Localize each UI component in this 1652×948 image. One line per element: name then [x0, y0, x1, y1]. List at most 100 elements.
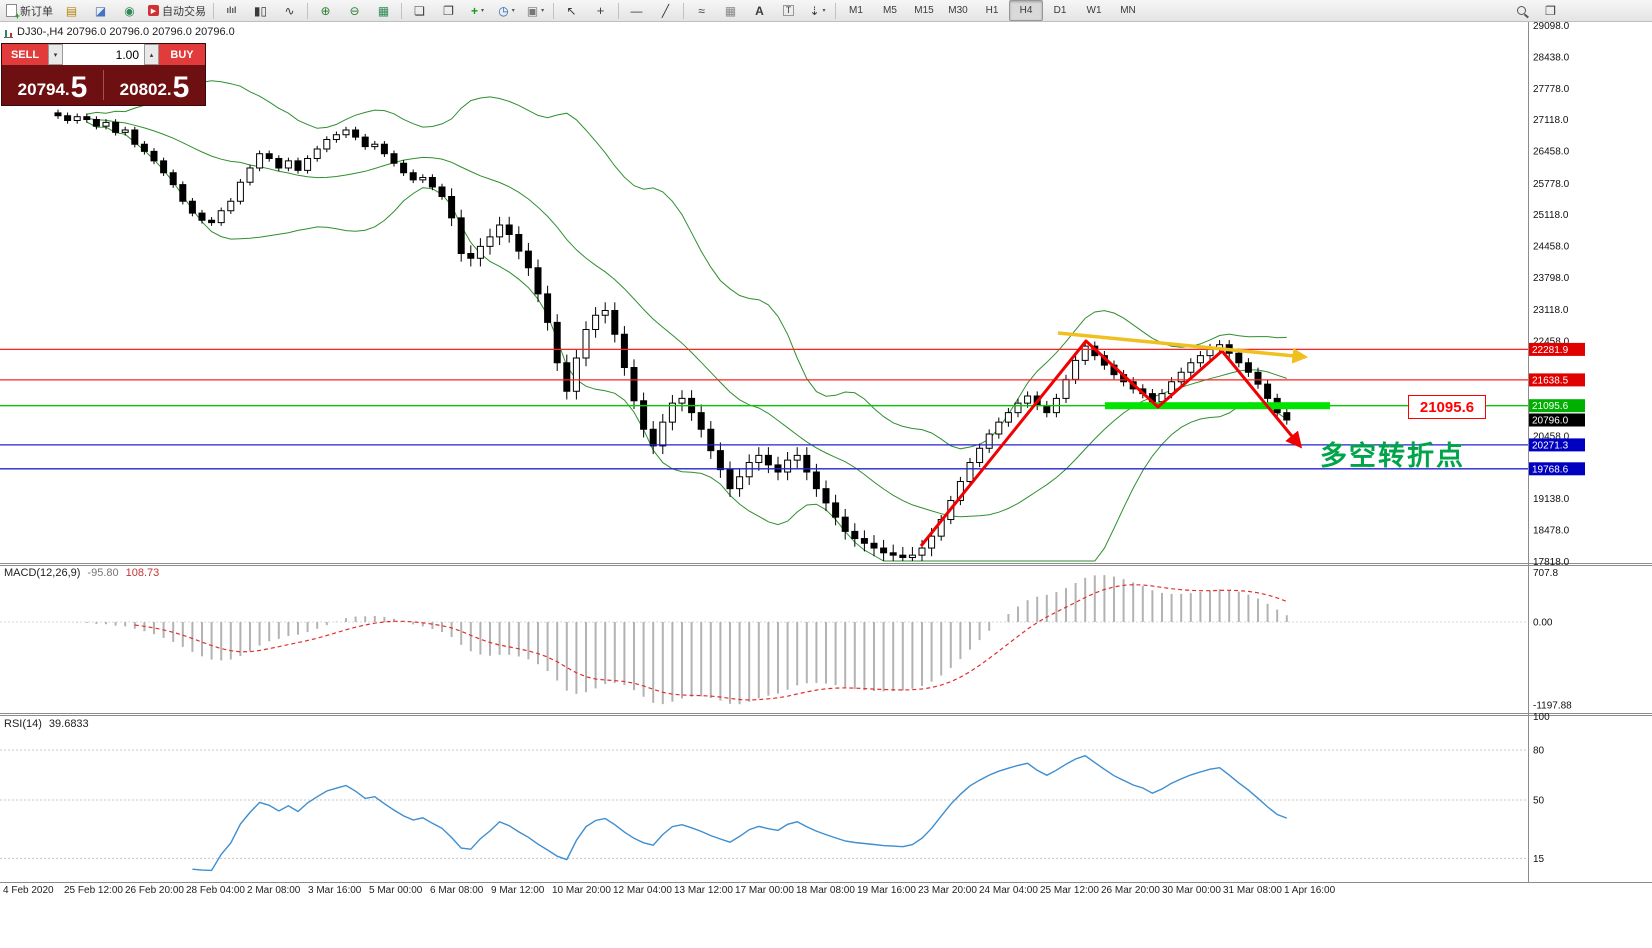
- timeframe-button-m1[interactable]: M1: [849, 5, 863, 16]
- buy-price-main: 20802.: [119, 80, 172, 99]
- timeframe-button-d1[interactable]: D1: [1053, 5, 1067, 16]
- horizontal-level-lines[interactable]: [0, 348, 1528, 470]
- chevron-down-icon: ▾: [822, 8, 826, 14]
- svg-text:28438.0: 28438.0: [1533, 52, 1570, 63]
- text-tool-button[interactable]: A: [745, 0, 774, 21]
- svg-text:5 Mar 00:00: 5 Mar 00:00: [369, 885, 423, 896]
- cursor-button[interactable]: ↖: [557, 0, 586, 21]
- svg-text:18478.0: 18478.0: [1533, 526, 1570, 537]
- label-tool-button[interactable]: T: [774, 0, 803, 21]
- templates-button[interactable]: ▣ ▾: [521, 0, 550, 21]
- periods-button[interactable]: ◷ ▾: [492, 0, 521, 21]
- timeframe-button-m15[interactable]: M15: [914, 5, 934, 16]
- arrows-tool-button[interactable]: ⇣ ▾: [803, 0, 832, 21]
- sell-price[interactable]: 20794. 5: [2, 65, 103, 105]
- navigator-button[interactable]: ◉: [115, 0, 144, 21]
- buy-button[interactable]: BUY: [159, 44, 205, 65]
- candlestick-chart-button[interactable]: ▮▯: [246, 0, 275, 21]
- data-window-button[interactable]: ◪: [86, 0, 115, 21]
- timeframe-button-mn[interactable]: MN: [1120, 5, 1136, 16]
- timeframe-button-h4[interactable]: H4: [1009, 0, 1043, 21]
- turning-point-annotation[interactable]: 多空转折点: [1320, 441, 1465, 471]
- timeframe-button-w1[interactable]: W1: [1086, 5, 1102, 16]
- svg-text:20271.3: 20271.3: [1532, 440, 1569, 451]
- cascade-windows-button[interactable]: ❐: [434, 0, 463, 21]
- svg-text:25778.0: 25778.0: [1533, 179, 1570, 190]
- timeframe-button-h1[interactable]: H1: [985, 5, 999, 16]
- search-button[interactable]: [1507, 0, 1536, 21]
- shapes-tool-button[interactable]: ▦: [716, 0, 745, 21]
- one-click-trading-panel: SELL ▾ 1.00 ▴ BUY 20794. 5 20802. 5: [1, 43, 206, 106]
- red-trend-arrow[interactable]: [919, 339, 1303, 547]
- macd-title: MACD(12,26,9): [4, 567, 81, 579]
- yellow-trendline[interactable]: [1057, 331, 1309, 364]
- cursor-icon: ↖: [566, 3, 577, 18]
- svg-text:4 Feb 2020: 4 Feb 2020: [3, 885, 54, 896]
- cascade-windows-icon: ❐: [443, 3, 454, 18]
- data-window-icon: ◪: [94, 3, 107, 18]
- text-icon: A: [755, 3, 764, 18]
- volume-input[interactable]: 1.00: [63, 44, 144, 65]
- label-icon: T: [782, 5, 795, 16]
- support-zone-highlight[interactable]: [1105, 402, 1330, 410]
- svg-text:100: 100: [1533, 712, 1550, 723]
- crosshair-button[interactable]: +: [586, 0, 615, 21]
- zoom-in-button[interactable]: ⊕: [311, 0, 340, 21]
- trendline-button[interactable]: ╱: [651, 0, 680, 21]
- market-watch-button[interactable]: ▤: [57, 0, 86, 21]
- svg-text:13 Mar 12:00: 13 Mar 12:00: [674, 885, 733, 896]
- buy-price[interactable]: 20802. 5: [104, 65, 205, 105]
- chevron-down-icon: ▾: [511, 8, 515, 14]
- new-order-icon: [6, 4, 20, 21]
- line-chart-button[interactable]: ∿: [275, 0, 304, 21]
- volume-decrement-button[interactable]: ▾: [48, 44, 63, 65]
- new-chart-icon: +: [470, 3, 478, 18]
- crosshair-icon: +: [596, 3, 605, 18]
- svg-text:50: 50: [1533, 796, 1545, 807]
- sell-button[interactable]: SELL: [2, 44, 48, 65]
- waves-tool-button[interactable]: ≈: [687, 0, 716, 21]
- price-callout-21095[interactable]: 21095.6: [1408, 395, 1486, 419]
- svg-text:23798.0: 23798.0: [1533, 273, 1570, 284]
- new-order-button[interactable]: 新订单: [2, 0, 57, 21]
- svg-text:26458.0: 26458.0: [1533, 146, 1570, 157]
- bar-chart-button[interactable]: ılıl: [217, 0, 246, 21]
- timeframe-button-m5[interactable]: M5: [883, 5, 897, 16]
- window-list-button[interactable]: ❐: [1536, 0, 1565, 21]
- svg-text:22281.9: 22281.9: [1532, 345, 1569, 356]
- horizontal-line-button[interactable]: —: [622, 0, 651, 21]
- grid-toggle-button[interactable]: ▦: [369, 0, 398, 21]
- toolbar-right-group: ❐: [1507, 0, 1565, 21]
- svg-text:3 Mar 16:00: 3 Mar 16:00: [308, 885, 362, 896]
- new-order-label: 新订单: [20, 5, 53, 18]
- chevron-down-icon: ▾: [481, 8, 485, 14]
- time-axis[interactable]: 4 Feb 2020 25 Feb 12:00 26 Feb 20:00 28 Feb…: [3, 885, 1336, 896]
- toolbar-separator: [307, 2, 308, 19]
- svg-text:19 Mar 16:00: 19 Mar 16:00: [857, 885, 916, 896]
- symbol-ohlc-text: DJ30-,H4 20796.0 20796.0 20796.0 20796.0: [17, 26, 235, 38]
- panel-separators[interactable]: [0, 22, 1652, 883]
- svg-text:17818.0: 17818.0: [1533, 557, 1570, 568]
- new-chart-button[interactable]: + ▾: [463, 0, 492, 21]
- sell-price-big-digit: 5: [70, 71, 88, 104]
- toolbar-separator: [401, 2, 402, 19]
- zoom-out-button[interactable]: ⊖: [340, 0, 369, 21]
- price-axis[interactable]: 29098.0 28438.0 27778.0 27118.0 26458.0 25778…: [1529, 21, 1585, 568]
- svg-text:23 Mar 20:00: 23 Mar 20:00: [918, 885, 977, 896]
- svg-text:30 Mar 00:00: 30 Mar 00:00: [1162, 885, 1221, 896]
- svg-text:25118.0: 25118.0: [1533, 210, 1569, 221]
- zoom-out-icon: ⊖: [349, 3, 360, 18]
- rsi-header: RSI(14) 39.6833: [4, 718, 89, 730]
- volume-increment-button[interactable]: ▴: [144, 44, 159, 65]
- svg-text:31 Mar 08:00: 31 Mar 08:00: [1223, 885, 1282, 896]
- svg-text:12 Mar 04:00: 12 Mar 04:00: [613, 885, 672, 896]
- timeframe-button-m30[interactable]: M30: [948, 5, 968, 16]
- waves-icon: ≈: [698, 3, 705, 18]
- trade-panel-top-row: SELL ▾ 1.00 ▴ BUY: [2, 44, 205, 65]
- tile-windows-button[interactable]: ❏: [405, 0, 434, 21]
- svg-text:80: 80: [1533, 746, 1545, 757]
- rsi-panel: 100 80 50 15: [0, 712, 1550, 872]
- zoom-in-icon: ⊕: [320, 3, 331, 18]
- autotrading-button[interactable]: ▶ 自动交易: [144, 0, 210, 21]
